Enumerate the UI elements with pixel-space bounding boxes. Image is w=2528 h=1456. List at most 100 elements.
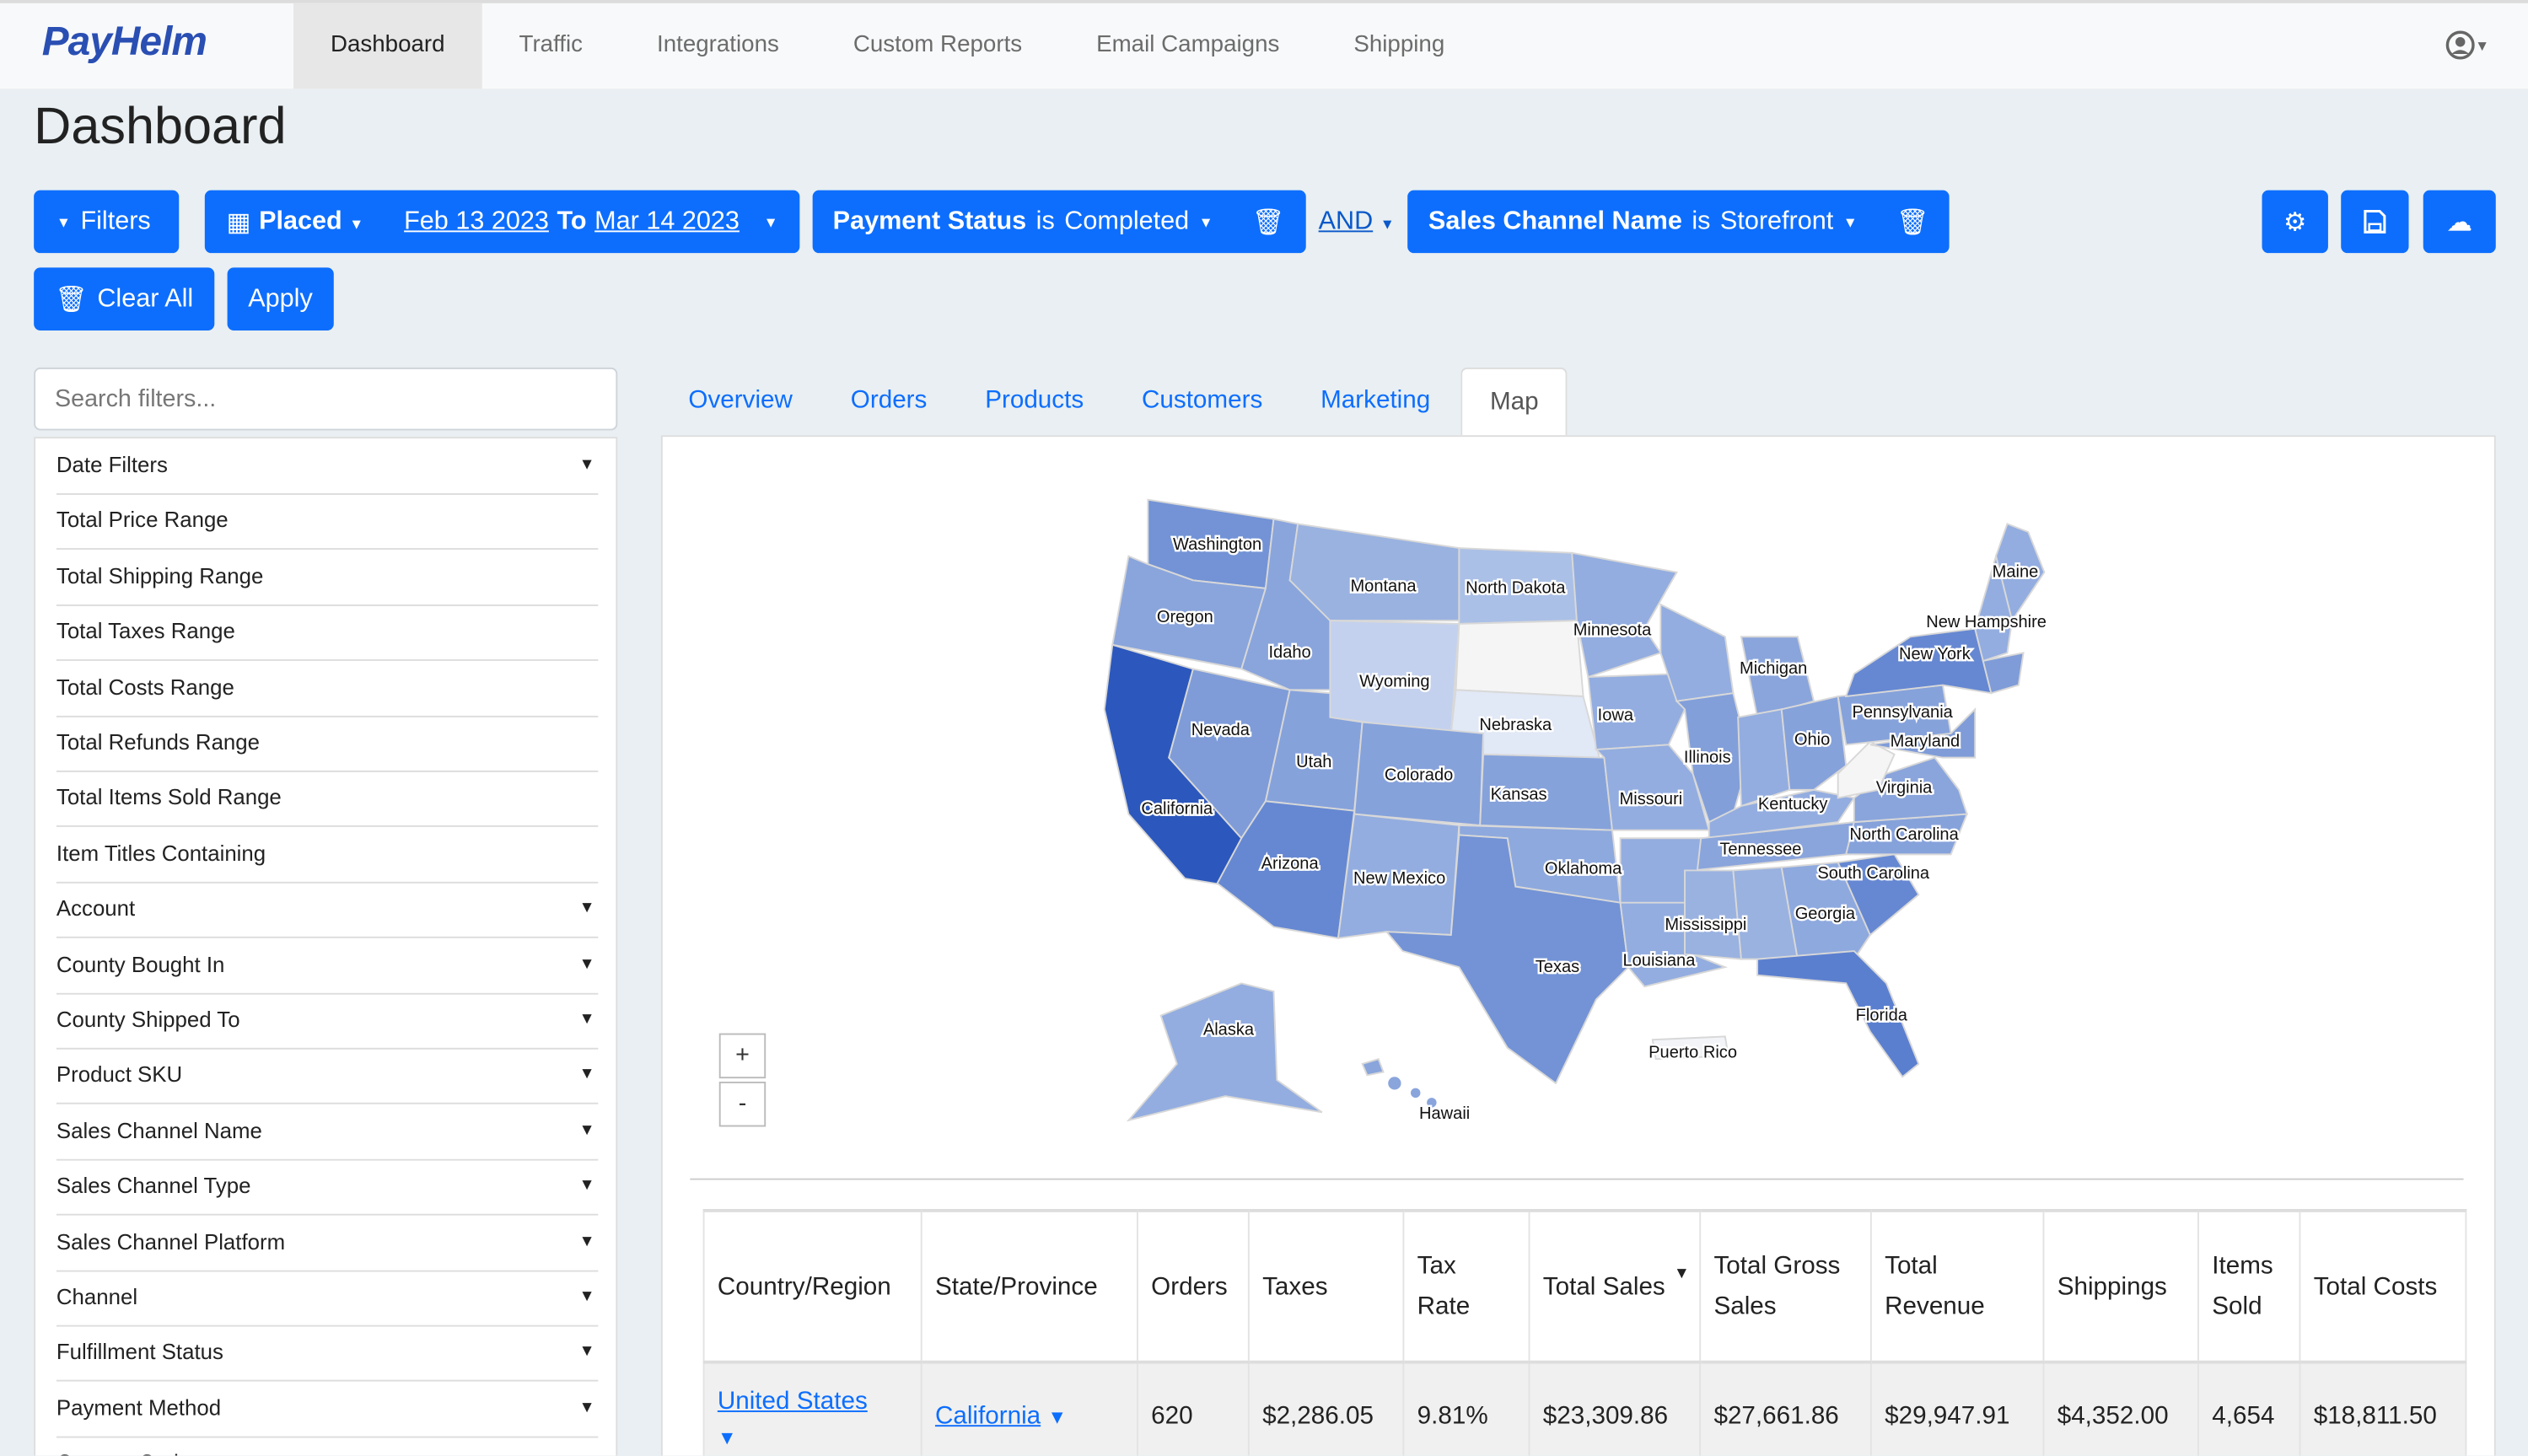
sidebar-filter-item[interactable]: Total Refunds Range [56, 716, 599, 772]
col-tax-rate[interactable]: Tax Rate [1402, 1208, 1530, 1363]
tab-orders[interactable]: Orders [850, 386, 928, 415]
sidebar-filter-item[interactable]: Date Filters ▼ [56, 438, 599, 495]
hawaii-island[interactable] [1388, 1077, 1401, 1090]
date-from-link[interactable]: Feb 13 2023 [404, 207, 549, 235]
calendar-icon: ▦ [226, 208, 251, 237]
sidebar-filter-item[interactable]: Product SKU ▼ [56, 1049, 599, 1105]
state-region[interactable] [1651, 1035, 1729, 1061]
filter-icon[interactable]: ▼ [1047, 1405, 1068, 1429]
sidebar-filter-item[interactable]: County Shipped To ▼ [56, 993, 599, 1050]
tab-marketing[interactable]: Marketing [1320, 386, 1431, 415]
trash-icon: 🗑︎ [55, 286, 88, 314]
filter-icon[interactable]: ▼ [717, 1426, 737, 1449]
state-region[interactable] [1974, 552, 2014, 663]
col-total-gross-sales[interactable]: Total Gross Sales [1699, 1208, 1872, 1363]
state-region[interactable] [1126, 982, 1323, 1122]
col-total-costs[interactable]: Total Costs [2299, 1208, 2467, 1363]
filter-actions: 🗑︎ Clear All Apply [34, 267, 334, 330]
zoom-in-button[interactable]: + [718, 1033, 766, 1079]
sidebar-filter-item[interactable]: Total Costs Range [56, 660, 599, 717]
col-state[interactable]: State/Province [920, 1208, 1138, 1363]
state-region[interactable] [1737, 708, 1791, 808]
col-taxes[interactable]: Taxes [1247, 1208, 1405, 1363]
sidebar-filter-item[interactable]: Total Price Range [56, 494, 599, 551]
state-region[interactable] [1837, 740, 1896, 799]
payment-status-filter[interactable]: Payment Status is Completed ▼ 🗑︎ [811, 190, 1306, 254]
state-region[interactable] [1385, 834, 1630, 1085]
sidebar-filter-item[interactable]: Fulfillment Status ▼ [56, 1325, 599, 1383]
col-total-sales[interactable]: Total Sales ▼ [1528, 1208, 1702, 1363]
state-region[interactable] [1684, 869, 1743, 960]
col-total-revenue[interactable]: Total Revenue [1869, 1208, 2045, 1363]
sidebar-filter-item[interactable]: County Bought In ▼ [56, 938, 599, 994]
settings-button[interactable]: ⚙ [2262, 190, 2328, 254]
date-mode-dropdown[interactable]: Placed ▼ [259, 207, 364, 235]
trash-icon[interactable]: 🗑︎ [1251, 208, 1285, 237]
date-range-chevron-icon[interactable]: ▼ [763, 213, 778, 230]
state-region[interactable] [1216, 800, 1356, 939]
nav-custom-reports[interactable]: Custom Reports [853, 32, 1023, 58]
col-country[interactable]: Country/Region [702, 1208, 922, 1363]
col-shippings[interactable]: Shippings [2042, 1208, 2199, 1363]
hawaii-island[interactable] [1427, 1098, 1437, 1108]
state-region[interactable] [1659, 603, 1735, 702]
sidebar-filter-item[interactable]: Account ▼ [56, 882, 599, 939]
conjunction-dropdown[interactable]: AND ▼ [1318, 207, 1395, 235]
tab-products[interactable]: Products [985, 386, 1084, 415]
state-region[interactable] [1837, 853, 1920, 937]
state-region[interactable] [1288, 523, 1460, 622]
save-button[interactable] [2341, 190, 2409, 254]
tab-overview[interactable]: Overview [688, 386, 793, 415]
date-filter[interactable]: ▦ Placed ▼ Feb 13 2023 To Mar 14 2023 ▼ [205, 190, 799, 254]
state-region[interactable] [1756, 950, 1920, 1078]
tab-customers[interactable]: Customers [1141, 386, 1263, 415]
clear-all-button[interactable]: 🗑︎ Clear All [34, 267, 215, 330]
state-region[interactable] [1982, 652, 2025, 695]
page-title: Dashboard [34, 96, 287, 155]
apply-button[interactable]: Apply [227, 267, 334, 330]
trash-icon[interactable]: 🗑︎ [1896, 208, 1929, 237]
state-region[interactable] [1869, 707, 1977, 759]
nav-dashboard[interactable]: Dashboard [293, 3, 482, 89]
hawaii-island[interactable] [1411, 1088, 1421, 1099]
nav-traffic[interactable]: Traffic [519, 32, 584, 58]
sidebar-filter-item[interactable]: Sales Channel Platform ▼ [56, 1215, 599, 1271]
nav-email-campaigns[interactable]: Email Campaigns [1096, 32, 1280, 58]
sidebar-item-label: Date Filters [56, 453, 168, 477]
state-region[interactable] [1845, 813, 1969, 856]
payhelm-logo[interactable]: PayHelm [41, 19, 207, 65]
filters-label: Filters [80, 207, 151, 235]
sidebar-filter-item[interactable]: Sales Channel Type ▼ [56, 1159, 599, 1217]
col-items-sold[interactable]: Items Sold [2197, 1208, 2301, 1363]
sidebar-item-label: Total Items Sold Range [56, 785, 282, 810]
state-region[interactable] [1361, 1058, 1385, 1077]
sales-channel-filter[interactable]: Sales Channel Name is Storefront ▼ 🗑︎ [1407, 190, 1950, 254]
sidebar-filter-item[interactable]: Total Shipping Range [56, 550, 599, 606]
sidebar-filter-item[interactable]: Channel ▼ [56, 1271, 599, 1327]
download-button[interactable]: ☁ [2423, 190, 2496, 254]
state-label: Georgia [1795, 905, 1856, 923]
state-region[interactable] [1780, 695, 1848, 791]
col-orders[interactable]: Orders [1136, 1208, 1250, 1363]
search-filters-input[interactable]: Search filters... [34, 367, 618, 431]
tab-map[interactable]: Map [1460, 367, 1568, 436]
state-label: Nebraska [1479, 716, 1552, 734]
state-link[interactable]: California [934, 1402, 1041, 1430]
state-region[interactable] [1587, 673, 1686, 751]
filter-value: Storefront [1719, 207, 1834, 235]
sidebar-filter-item[interactable]: Payment Method ▼ [56, 1381, 599, 1438]
sidebar-filter-item[interactable]: Total Taxes Range [56, 604, 599, 662]
country-link[interactable]: United States [717, 1388, 868, 1416]
filters-button[interactable]: ▼ Filters [34, 190, 180, 254]
sidebar-filter-item[interactable]: Sales Channel Name ▼ [56, 1104, 599, 1161]
zoom-out-button[interactable]: - [718, 1081, 766, 1127]
caret-down-icon: ▼ [578, 1232, 595, 1250]
nav-shipping[interactable]: Shipping [1353, 32, 1445, 58]
user-menu[interactable]: ▼ [2445, 30, 2489, 61]
sidebar-filter-item[interactable]: Item Titles Containing [56, 826, 599, 884]
nav-integrations[interactable]: Integrations [656, 32, 779, 58]
sidebar-filter-item[interactable]: Total Items Sold Range [56, 771, 599, 828]
date-to-link[interactable]: Mar 14 2023 [594, 207, 740, 235]
state-region[interactable] [1455, 620, 1584, 697]
